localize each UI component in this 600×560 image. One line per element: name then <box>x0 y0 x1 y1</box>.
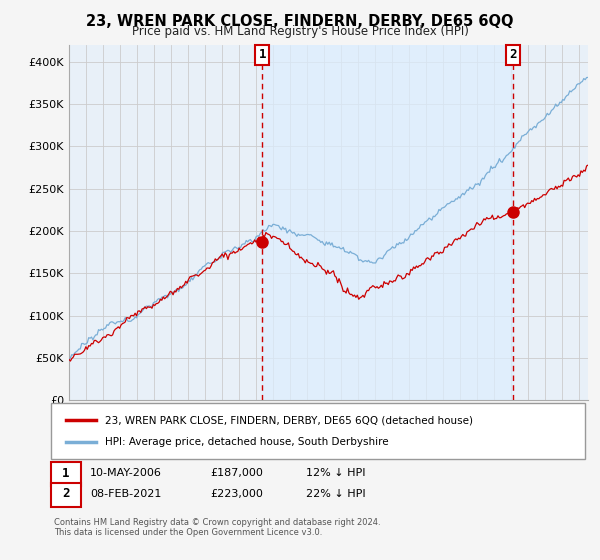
Text: 23, WREN PARK CLOSE, FINDERN, DERBY, DE65 6QQ: 23, WREN PARK CLOSE, FINDERN, DERBY, DE6… <box>86 14 514 29</box>
Text: 22% ↓ HPI: 22% ↓ HPI <box>306 489 365 499</box>
Text: £187,000: £187,000 <box>210 468 263 478</box>
Text: £223,000: £223,000 <box>210 489 263 499</box>
Text: Price paid vs. HM Land Registry's House Price Index (HPI): Price paid vs. HM Land Registry's House … <box>131 25 469 38</box>
Text: 23, WREN PARK CLOSE, FINDERN, DERBY, DE65 6QQ (detached house): 23, WREN PARK CLOSE, FINDERN, DERBY, DE6… <box>105 415 473 425</box>
Text: 2: 2 <box>509 49 517 62</box>
Text: Contains HM Land Registry data © Crown copyright and database right 2024.
This d: Contains HM Land Registry data © Crown c… <box>54 518 380 538</box>
Bar <box>262 45 513 400</box>
Text: 12% ↓ HPI: 12% ↓ HPI <box>306 468 365 478</box>
Text: HPI: Average price, detached house, South Derbyshire: HPI: Average price, detached house, Sout… <box>105 437 389 447</box>
Text: 10-MAY-2006: 10-MAY-2006 <box>90 468 162 478</box>
Text: 1: 1 <box>259 49 266 62</box>
Text: 1: 1 <box>62 466 70 480</box>
Text: 2: 2 <box>62 487 70 501</box>
Text: 08-FEB-2021: 08-FEB-2021 <box>90 489 161 499</box>
